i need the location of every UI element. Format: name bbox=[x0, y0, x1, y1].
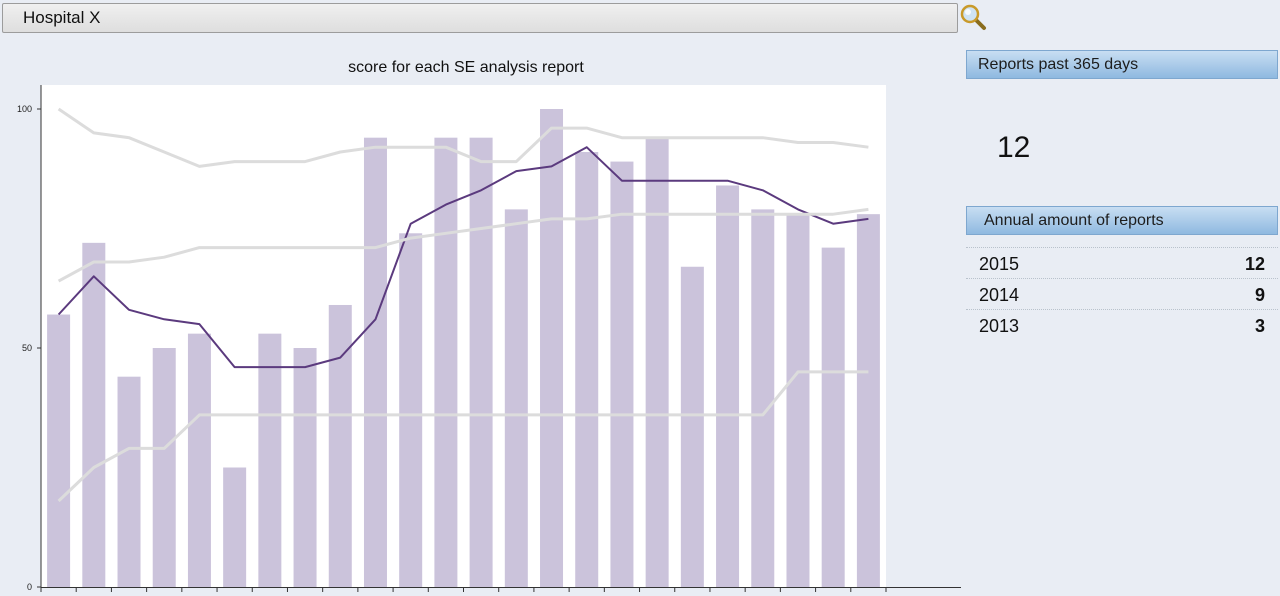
y-tick-label-0: 0 bbox=[27, 582, 32, 592]
bar-0 bbox=[47, 314, 71, 587]
bar-9 bbox=[363, 137, 387, 587]
annual-row-2: 2013 3 bbox=[966, 309, 1278, 340]
series-line-0 bbox=[57, 146, 869, 369]
bar-8 bbox=[328, 304, 352, 587]
bar-20 bbox=[751, 209, 775, 587]
bar-12 bbox=[469, 137, 493, 587]
bar-3 bbox=[152, 348, 176, 587]
plot-area bbox=[41, 85, 886, 587]
bar-13 bbox=[504, 209, 528, 587]
bar-22 bbox=[821, 247, 845, 587]
bar-14 bbox=[540, 109, 564, 587]
series-line-3 bbox=[57, 370, 869, 503]
bar-19 bbox=[716, 185, 740, 588]
y-tick-label-2: 100 bbox=[17, 104, 32, 114]
bar-23 bbox=[856, 214, 880, 587]
magnifier-icon[interactable] bbox=[960, 4, 988, 32]
bar-10 bbox=[399, 233, 423, 587]
y-tick-label-1: 50 bbox=[22, 343, 32, 353]
bar-1 bbox=[82, 242, 106, 587]
annual-reports-list: 2015 12 2014 9 2013 3 bbox=[966, 247, 1278, 340]
hospital-select[interactable]: Hospital X bbox=[2, 3, 958, 33]
reports-past-365-header: Reports past 365 days bbox=[966, 50, 1278, 79]
annual-year: 2013 bbox=[979, 316, 1020, 336]
annual-reports-header: Annual amount of reports bbox=[966, 206, 1278, 235]
bar-11 bbox=[434, 137, 458, 587]
score-chart: 0 50 100 bbox=[17, 85, 961, 592]
series-line-2 bbox=[57, 207, 869, 283]
bar-17 bbox=[645, 137, 669, 587]
annual-count: 12 bbox=[1244, 254, 1265, 274]
bar-15 bbox=[575, 152, 599, 587]
annual-year: 2014 bbox=[979, 285, 1020, 305]
reports-past-365-count: 12 bbox=[997, 131, 1031, 164]
bar-5 bbox=[223, 467, 247, 587]
series-line-1 bbox=[57, 107, 869, 168]
bar-7 bbox=[293, 348, 317, 587]
annual-count: 9 bbox=[1254, 285, 1265, 305]
bar-6 bbox=[258, 333, 282, 587]
chart-title: score for each SE analysis report bbox=[348, 59, 584, 76]
annual-year: 2015 bbox=[979, 254, 1020, 274]
bar-18 bbox=[680, 266, 704, 587]
annual-row-0: 2015 12 bbox=[966, 247, 1278, 278]
annual-row-1: 2014 9 bbox=[966, 278, 1278, 309]
bar-4 bbox=[187, 333, 211, 587]
bar-2 bbox=[117, 376, 141, 587]
annual-count: 3 bbox=[1254, 316, 1265, 336]
bar-16 bbox=[610, 161, 634, 587]
bar-21 bbox=[786, 214, 810, 587]
